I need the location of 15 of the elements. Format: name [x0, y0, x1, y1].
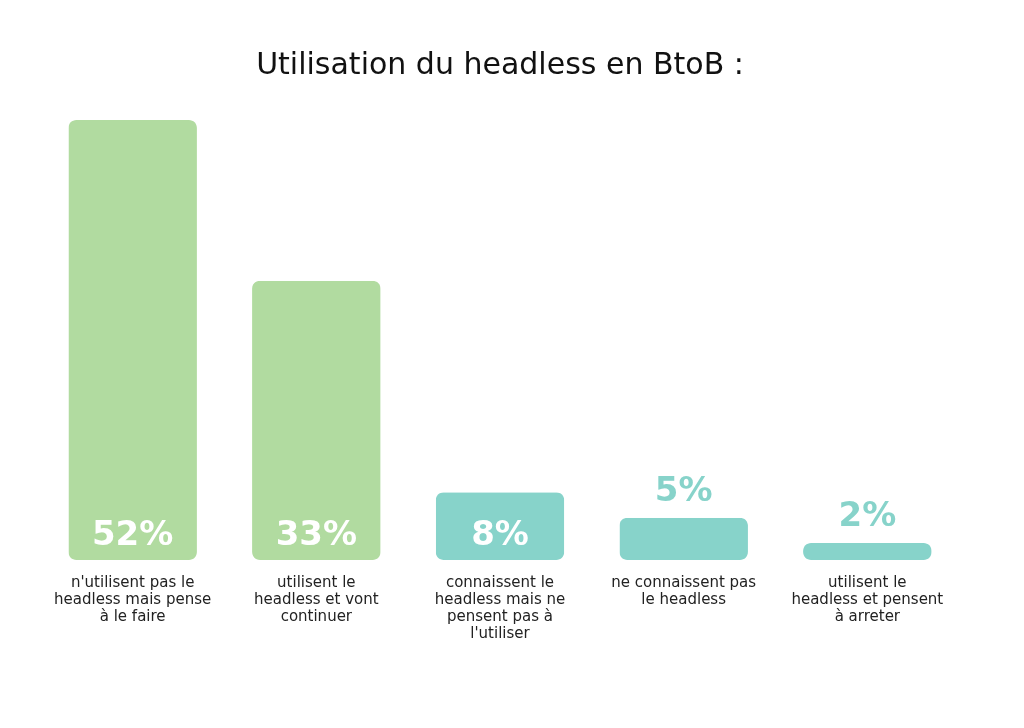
bar [619, 517, 748, 560]
x-tick-label: n'utilisent pas le headless mais pense à le faire [54, 572, 212, 625]
x-tick-label: ne connaissent pas le headless [611, 572, 757, 608]
x-tick-label: utilisent le headless et vont continuer [254, 572, 379, 625]
data-label: 5% [654, 468, 713, 509]
bar [252, 280, 381, 560]
x-tick-label: utilisent le headless et pensent à arreter [791, 572, 944, 625]
chart-title: Utilisation du headless en BtoB : [256, 46, 744, 81]
data-label: 33% [275, 513, 358, 553]
bar [68, 120, 197, 560]
data-label: 8% [471, 513, 529, 553]
bar [803, 543, 932, 560]
x-tick-label: connaissent le headless mais ne pensent pas à l'utiliser [434, 572, 566, 642]
data-label: 2% [838, 494, 897, 535]
data-label: 52% [91, 513, 174, 553]
